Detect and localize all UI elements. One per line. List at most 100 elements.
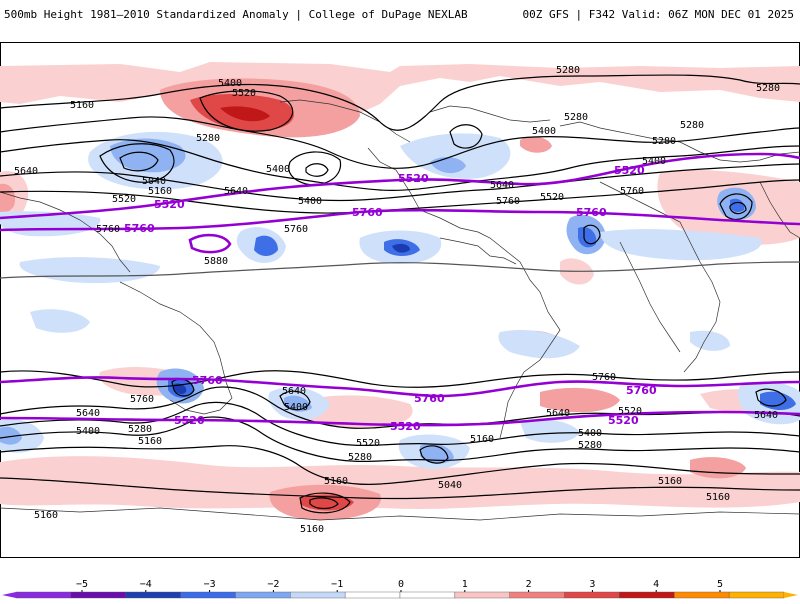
colorbar-tick-label: 1 — [462, 579, 468, 590]
contour-label: 5400 — [76, 426, 100, 437]
contour-label: 5760 — [192, 374, 223, 387]
colorbar-segment — [125, 591, 181, 599]
negative-anomaly-shading — [0, 131, 800, 470]
bold-contours — [0, 152, 800, 427]
colorbar-segment — [70, 591, 126, 599]
colorbar-tick-label: −5 — [76, 579, 88, 590]
contour-label: 5520 — [390, 420, 421, 433]
coastlines — [0, 99, 800, 521]
header: 500mb Height 1981—2010 Standardized Anom… — [0, 0, 800, 36]
colorbar-segment — [235, 591, 291, 599]
contour-label: 5520 — [398, 172, 429, 185]
colorbar-tick-label: 2 — [526, 579, 532, 590]
contour-label: 5040 — [142, 176, 166, 187]
contour-label: 5760 — [620, 186, 644, 197]
colorbar-segment — [15, 591, 72, 599]
contour-label: 5640 — [76, 408, 100, 419]
contour-label: 5760 — [592, 372, 616, 383]
colorbar-tick-label: −3 — [204, 579, 216, 590]
contour-label: 5160 — [70, 100, 94, 111]
colorbar-segment — [399, 591, 456, 599]
contour-label: 5640 — [546, 408, 570, 419]
contour-label: 5280 — [556, 65, 580, 76]
contour-label: 5400 — [532, 126, 556, 137]
contour-label: 5520 — [232, 88, 256, 99]
contour-label: 5520 — [356, 438, 380, 449]
contour-label: 5280 — [680, 120, 704, 131]
colorbar-segment — [509, 591, 565, 599]
contour-label: 5160 — [138, 436, 162, 447]
contour-label: 5400 — [642, 156, 666, 167]
contour-label: 5760 — [414, 392, 445, 405]
height-contours — [0, 74, 800, 514]
contour-label: 5880 — [204, 256, 228, 267]
contour-label: 5160 — [470, 434, 494, 445]
colorbar: −5 −4 −3 −2 −1 0 1 2 3 4 5 — [0, 568, 800, 600]
contour-label: 5280 — [348, 452, 372, 463]
contour-label: 5400 — [578, 428, 602, 439]
colorbar-arrow-left — [2, 592, 16, 598]
contour-label: 5280 — [756, 83, 780, 94]
contour-label: 5520 — [154, 198, 185, 211]
colorbar-segment — [290, 591, 346, 599]
map-title: 500mb Height 1981—2010 Standardized Anom… — [4, 8, 468, 21]
contour-label: 5400 — [218, 78, 242, 89]
colorbar-ticks: −5 −4 −3 −2 −1 0 1 2 3 4 5 — [76, 579, 723, 592]
contour-label: 5640 — [14, 166, 38, 177]
colorbar-segment — [454, 591, 510, 599]
contour-label: 5160 — [324, 476, 348, 487]
colorbar-segment — [674, 591, 730, 599]
contour-label: 5160 — [706, 492, 730, 503]
colorbar-tick-label: 4 — [653, 579, 659, 590]
contour-label: 5280 — [564, 112, 588, 123]
colorbar-tick-label: 0 — [398, 579, 404, 590]
contour-label: 5280 — [652, 136, 676, 147]
contour-label: 5640 — [224, 186, 248, 197]
contour-label: 5160 — [148, 186, 172, 197]
contour-label: 5760 — [96, 224, 120, 235]
contour-label: 5760 — [626, 384, 657, 397]
contour-label: 5760 — [124, 222, 155, 235]
colorbar-segment — [564, 591, 620, 599]
contour-label: 5400 — [284, 402, 308, 413]
contour-label: 5400 — [298, 196, 322, 207]
colorbar-tick-label: −4 — [140, 579, 152, 590]
contour-label: 5520 — [608, 414, 639, 427]
map-panel: 5400 5520 5160 5280 5280 5640 5040 5160 … — [0, 42, 800, 558]
contour-label: 5760 — [576, 206, 607, 219]
contour-label: 5280 — [128, 424, 152, 435]
contour-label: 5760 — [284, 224, 308, 235]
contour-label: 5520 — [618, 406, 642, 417]
colorbar-segment — [180, 591, 236, 599]
contour-label: 5160 — [34, 510, 58, 521]
colorbar-tick-label: −1 — [331, 579, 343, 590]
model-run-info: 00Z GFS | F342 Valid: 06Z MON DEC 01 202… — [522, 8, 794, 21]
contour-label: 5760 — [496, 196, 520, 207]
anomaly-map: 5400 5520 5160 5280 5280 5640 5040 5160 … — [0, 42, 800, 558]
contour-labels: 5400 5520 5160 5280 5280 5640 5040 5160 … — [14, 65, 780, 535]
contour-label: 5400 — [266, 164, 290, 175]
colorbar-tick-label: 5 — [717, 579, 723, 590]
contour-label: 5520 — [112, 194, 136, 205]
contour-label: 5280 — [578, 440, 602, 451]
contour-label: 5520 — [174, 414, 205, 427]
contour-label: 5280 — [196, 133, 220, 144]
colorbar-svg: −5 −4 −3 −2 −1 0 1 2 3 4 5 — [2, 579, 798, 599]
colorbar-segment — [619, 591, 675, 599]
colorbar-segment — [344, 591, 401, 599]
contour-label: 5520 — [540, 192, 564, 203]
contour-label: 5640 — [490, 180, 514, 191]
colorbar-tick-label: −2 — [267, 579, 279, 590]
colorbar-arrow-right — [784, 592, 798, 598]
colorbar-segment — [728, 591, 785, 599]
contour-label: 5760 — [130, 394, 154, 405]
contour-label: 5520 — [614, 164, 645, 177]
colorbar-segments — [2, 591, 798, 599]
contour-label: 5640 — [754, 410, 778, 421]
contour-label: 5160 — [300, 524, 324, 535]
contour-label: 5160 — [658, 476, 682, 487]
contour-label: 5040 — [438, 480, 462, 491]
colorbar-tick-label: 3 — [589, 579, 595, 590]
contour-label: 5640 — [282, 386, 306, 397]
contour-label: 5760 — [352, 206, 383, 219]
